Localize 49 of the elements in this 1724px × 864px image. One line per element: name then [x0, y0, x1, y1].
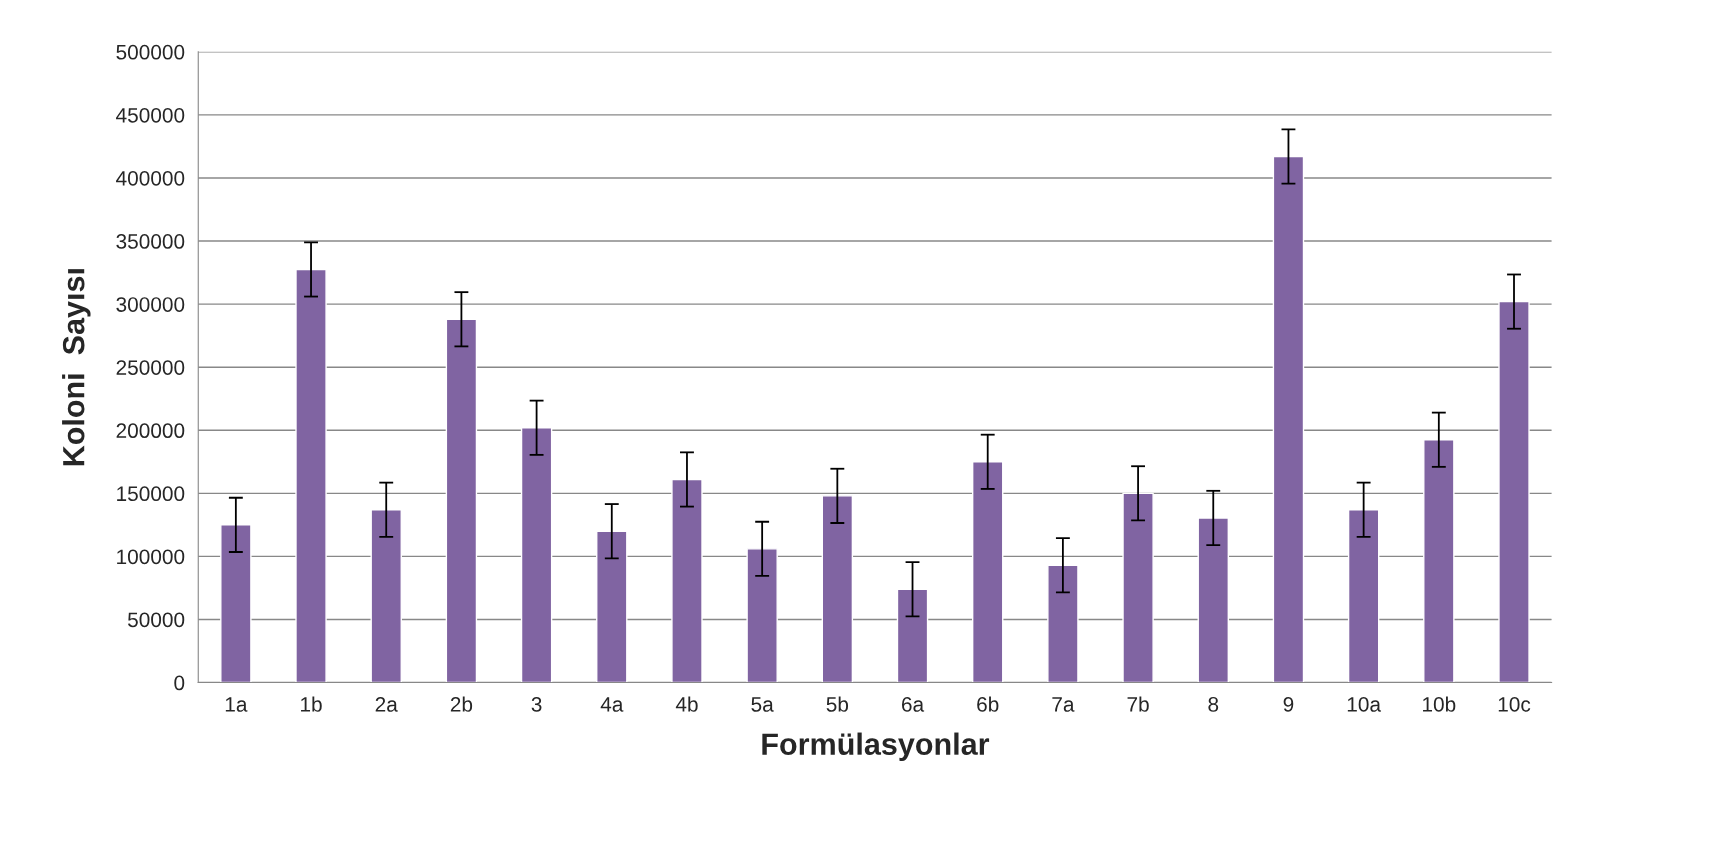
x-tick-label: 10c — [1498, 697, 1531, 712]
x-tick-label: 7b — [1127, 696, 1149, 712]
y-tick-label: 100000 — [117, 549, 185, 565]
y-tick-label: 150000 — [117, 486, 185, 502]
bar — [746, 548, 778, 683]
x-tick-label: 7a — [1052, 697, 1075, 712]
y-tick-label: 200000 — [116, 423, 185, 439]
x-tick-label: 4a — [600, 697, 624, 712]
x-tick-label: 2b — [450, 696, 473, 712]
bar — [671, 478, 703, 683]
bar — [1122, 492, 1154, 683]
bar — [520, 427, 553, 683]
x-tick-label: 10a — [1347, 697, 1382, 712]
bar — [1197, 517, 1229, 683]
bar — [370, 509, 402, 683]
x-axis-title: Formülasyonlar — [762, 732, 990, 762]
x-tick-label: 1a — [225, 697, 248, 712]
x-tick-label: 8 — [1208, 697, 1219, 712]
x-tick-label: 5a — [751, 697, 774, 712]
y-tick-label: 500000 — [116, 44, 185, 60]
x-tick-label: 9 — [1283, 697, 1294, 712]
x-tick-label: 5b — [826, 696, 849, 712]
bar — [971, 461, 1004, 683]
x-tick-label: 2a — [375, 697, 398, 712]
x-tick-label: 6a — [902, 697, 925, 712]
y-tick-label: 450000 — [116, 107, 185, 123]
y-tick-label: 0 — [174, 675, 185, 691]
y-tick-label: 400000 — [116, 170, 185, 186]
bar — [1272, 155, 1305, 683]
x-tick-label: 4b — [675, 696, 698, 712]
y-axis-title: Koloni Sayısı — [62, 269, 91, 466]
bar — [1347, 509, 1380, 683]
x-tick-label: 6b — [977, 696, 999, 712]
y-tick-label: 50000 — [127, 612, 185, 628]
bar — [1047, 564, 1079, 683]
x-tick-label: 3 — [531, 697, 542, 712]
bar — [596, 530, 628, 683]
bar — [295, 268, 327, 683]
x-tick-label: 1b — [301, 696, 322, 712]
bar — [1498, 300, 1530, 683]
bar — [821, 495, 854, 683]
y-tick-label: 350000 — [116, 234, 185, 249]
bar — [220, 524, 252, 683]
bar — [1423, 439, 1455, 683]
y-tick-label: 300000 — [116, 297, 185, 312]
bar — [445, 318, 478, 683]
x-tick-label: 10b — [1423, 696, 1456, 712]
bar — [896, 588, 929, 683]
y-tick-label: 250000 — [116, 360, 185, 375]
